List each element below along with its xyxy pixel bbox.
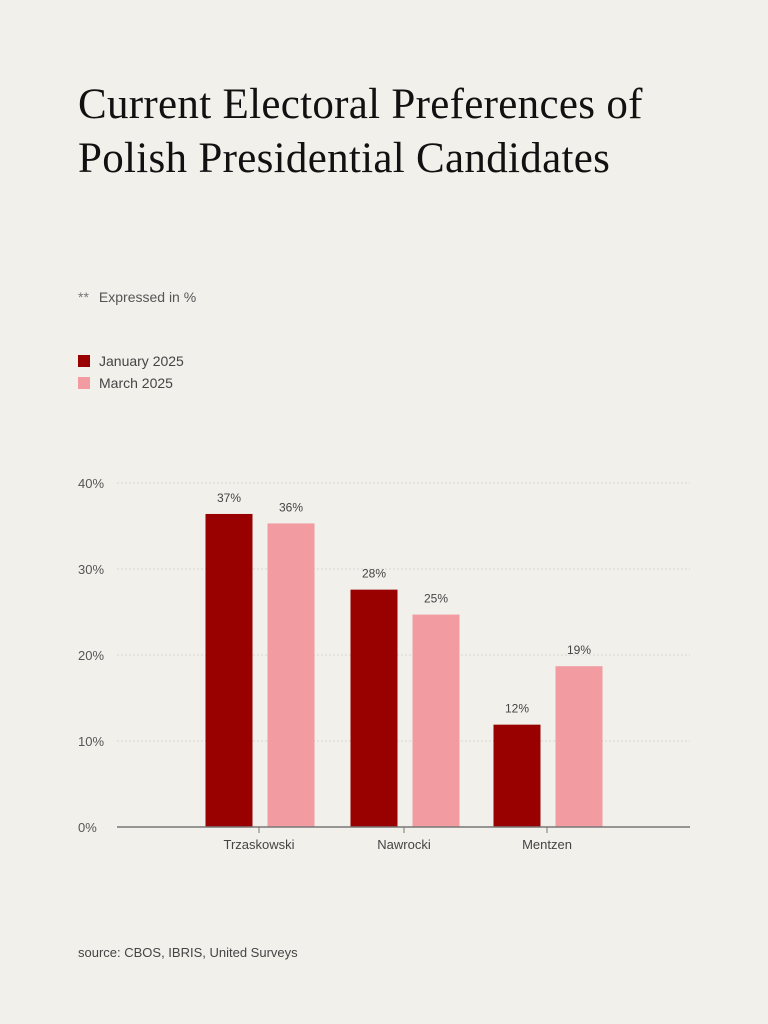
data-label: 19% [567, 643, 591, 657]
legend-swatch-march [78, 377, 90, 389]
data-label: 28% [362, 567, 386, 581]
y-tick-label: 0% [78, 820, 97, 835]
legend: January 2025 March 2025 [78, 350, 184, 394]
legend-label-january: January 2025 [99, 353, 184, 369]
y-tick-label: 30% [78, 562, 104, 577]
data-label: 12% [505, 702, 529, 716]
data-label: 36% [279, 500, 303, 514]
x-tick-label: Nawrocki [377, 837, 431, 852]
y-tick-label: 10% [78, 734, 104, 749]
x-tick-label: Mentzen [522, 837, 572, 852]
units-note: ** Expressed in % [78, 289, 196, 305]
chart-title: Current Electoral Preferences of Polish … [78, 81, 643, 182]
note-marker: ** [78, 289, 89, 305]
y-tick-label: 40% [78, 476, 104, 491]
y-tick-label: 20% [78, 648, 104, 663]
bar-nawrocki-january [350, 589, 398, 827]
data-label: 37% [217, 491, 241, 505]
legend-label-march: March 2025 [99, 375, 173, 391]
legend-swatch-january [78, 355, 90, 367]
bar-mentzen-january [493, 724, 541, 827]
data-label: 25% [424, 592, 448, 606]
bar-nawrocki-march [412, 614, 460, 827]
x-tick-label: Trzaskowski [223, 837, 294, 852]
bar-mentzen-march [555, 666, 603, 827]
legend-item-march: March 2025 [78, 372, 184, 394]
bar-trzaskowski-january [205, 513, 253, 827]
source-note: source: CBOS, IBRIS, United Surveys [78, 945, 298, 960]
legend-item-january: January 2025 [78, 350, 184, 372]
note-text: Expressed in % [98, 289, 197, 305]
bar-trzaskowski-march [267, 523, 315, 827]
